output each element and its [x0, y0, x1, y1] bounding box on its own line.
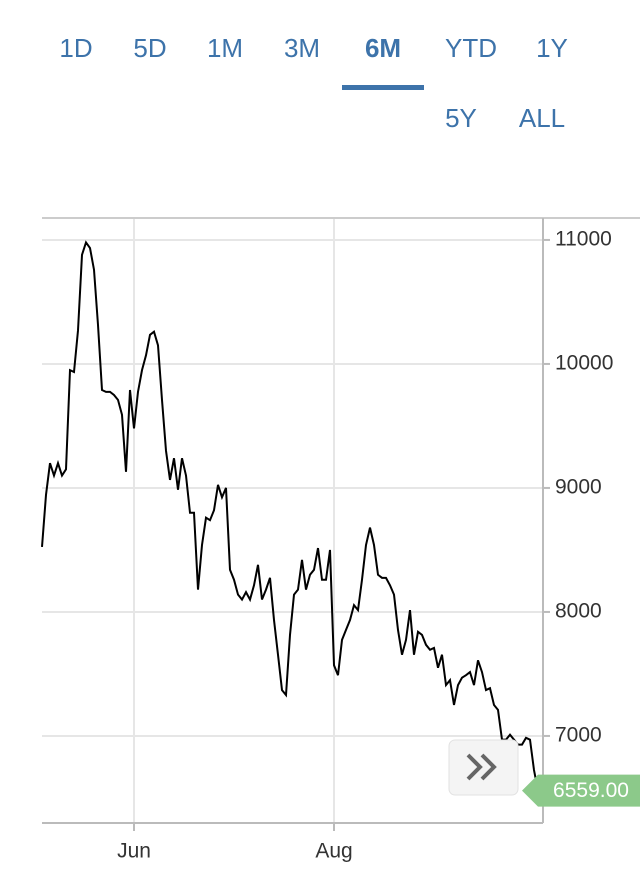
- scroll-icon: [466, 753, 497, 781]
- y-tick-label: 11000: [555, 227, 612, 250]
- range-tab[interactable]: 1D: [59, 33, 92, 63]
- x-tick-label: Aug: [315, 840, 352, 863]
- y-tick-label: 7000: [555, 723, 602, 746]
- y-tick-label: 9000: [555, 475, 602, 498]
- range-tab[interactable]: YTD: [445, 33, 497, 63]
- range-tab[interactable]: ALL: [519, 103, 565, 133]
- tab-underline: [342, 85, 424, 90]
- y-tick-label: 10000: [555, 351, 613, 374]
- range-tab[interactable]: 6M: [365, 33, 401, 63]
- chart: 7000 8000 9000 10000 11000 Jun Aug 6559.00: [41, 217, 640, 863]
- range-tab[interactable]: 5Y: [445, 103, 477, 133]
- scroll-button-bg[interactable]: [448, 739, 519, 796]
- range-tab[interactable]: 3M: [284, 33, 320, 63]
- x-tick-label: Jun: [117, 840, 151, 863]
- range-tab[interactable]: 1M: [207, 33, 243, 63]
- range-tab[interactable]: 1Y: [536, 33, 568, 63]
- price-tag: [522, 774, 640, 807]
- price-tag-label: 6559.00: [553, 779, 629, 802]
- scroll-button[interactable]: [448, 739, 519, 796]
- price-line: [41, 240, 539, 791]
- range-tab[interactable]: 5D: [133, 33, 166, 63]
- y-tick-label: 8000: [555, 599, 602, 622]
